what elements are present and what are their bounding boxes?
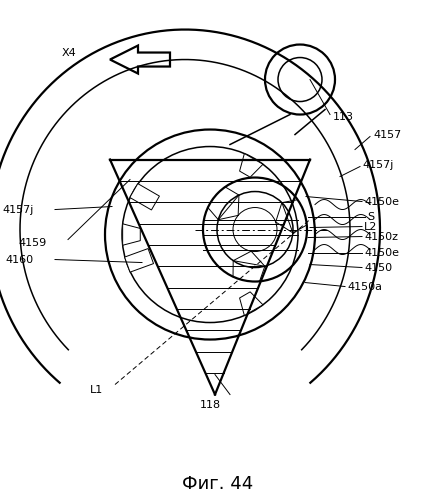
Text: Фиг. 44: Фиг. 44 <box>181 475 253 493</box>
Polygon shape <box>129 184 159 210</box>
Polygon shape <box>239 154 263 177</box>
Polygon shape <box>122 224 140 245</box>
Text: 4150z: 4150z <box>363 232 397 242</box>
Text: 4150a: 4150a <box>346 281 381 291</box>
Circle shape <box>264 44 334 115</box>
Polygon shape <box>239 292 263 315</box>
Text: 118: 118 <box>199 400 220 410</box>
Text: S: S <box>366 212 373 222</box>
Text: 113: 113 <box>332 112 353 122</box>
Text: 4150e: 4150e <box>363 248 398 257</box>
Polygon shape <box>110 45 170 73</box>
Text: 4159: 4159 <box>18 238 46 248</box>
Text: 4150e: 4150e <box>363 197 398 207</box>
Text: 4157j: 4157j <box>361 160 392 170</box>
Text: 4160: 4160 <box>5 254 33 264</box>
Text: 4157j: 4157j <box>2 205 33 215</box>
Text: L2: L2 <box>363 222 377 232</box>
Text: 4150: 4150 <box>363 262 391 272</box>
Text: X4: X4 <box>62 47 76 57</box>
Polygon shape <box>124 249 153 272</box>
Text: 4157: 4157 <box>372 130 400 140</box>
Text: L1: L1 <box>90 385 103 395</box>
